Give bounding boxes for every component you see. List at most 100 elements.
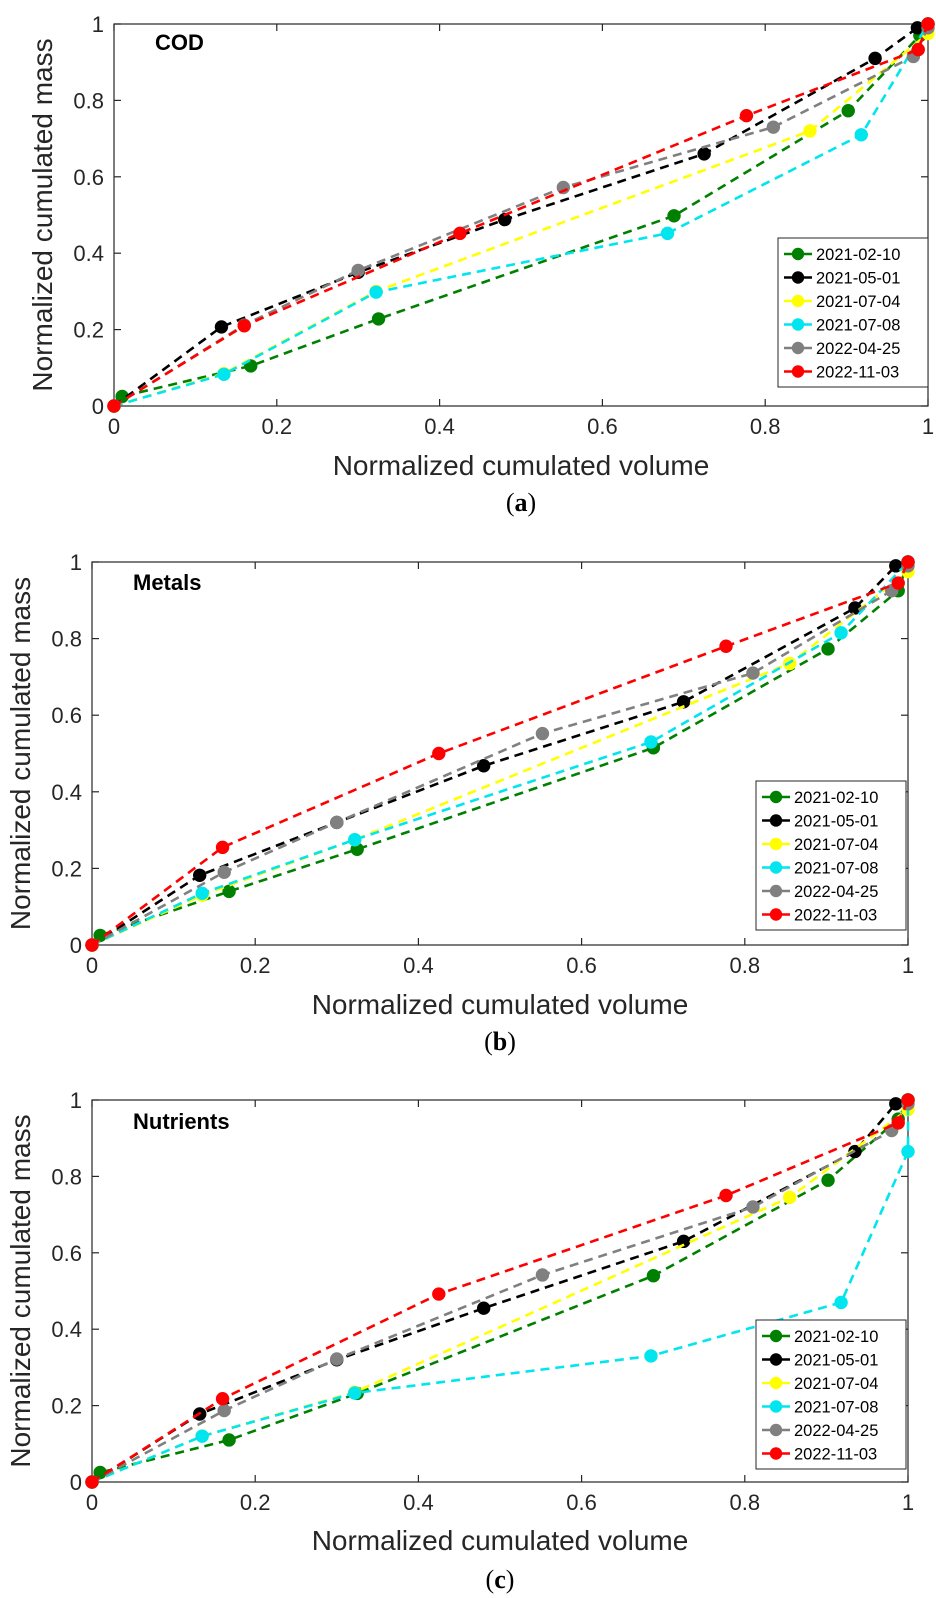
y-tick-label: 1	[92, 12, 104, 37]
y-tick-label: 0	[70, 1470, 82, 1495]
data-point	[330, 1352, 344, 1366]
legend-entry: 2021-07-08	[816, 317, 900, 335]
data-point	[535, 726, 550, 741]
data-point	[432, 746, 446, 761]
x-tick-label: 0.8	[730, 1490, 761, 1515]
x-axis-label: Normalized cumulated volume	[312, 1525, 689, 1556]
data-point	[85, 938, 99, 952]
legend-entry: 2022-04-25	[794, 1422, 878, 1440]
x-tick-label: 0.6	[566, 953, 597, 978]
legend-entry: 2022-11-03	[794, 907, 877, 925]
legend-swatch-marker	[791, 247, 805, 261]
legend-entry: 2021-02-10	[816, 246, 900, 264]
legend-entry: 2021-07-04	[794, 836, 878, 854]
y-tick-label: 0.4	[73, 241, 104, 266]
legend-swatch-marker	[769, 1353, 783, 1366]
data-point	[746, 1200, 760, 1214]
data-point	[215, 840, 230, 855]
x-tick-label: 0.4	[403, 1490, 434, 1515]
panel-title: Nutrients	[133, 1109, 230, 1134]
y-tick-label: 0.8	[51, 1164, 82, 1189]
legend-swatch-marker	[769, 1447, 783, 1460]
x-tick-label: 1	[922, 414, 934, 439]
y-tick-label: 1	[70, 1088, 82, 1113]
legend-swatch-marker	[769, 1376, 783, 1390]
y-axis-label: Normalized cumulated mass	[5, 577, 36, 930]
data-point	[535, 1268, 550, 1282]
data-point	[217, 1403, 231, 1418]
data-point	[222, 1433, 236, 1447]
data-point	[921, 17, 935, 31]
legend-entry: 2021-07-04	[794, 1375, 878, 1393]
x-tick-label: 0	[108, 414, 120, 439]
x-tick-label: 0.2	[240, 953, 271, 978]
data-point	[217, 367, 231, 381]
legend-swatch-marker	[769, 1329, 783, 1343]
panel-caption: (a)	[506, 488, 536, 517]
data-point	[432, 1287, 446, 1301]
legend-entry: 2021-02-10	[794, 1328, 878, 1346]
data-point	[719, 639, 733, 653]
legend-entry: 2021-07-04	[816, 293, 900, 311]
legend-entry: 2022-04-25	[794, 883, 878, 901]
legend-swatch-marker	[769, 908, 783, 921]
legend-entry: 2022-11-03	[816, 364, 899, 382]
series-line	[113, 23, 930, 408]
legend-swatch-marker	[791, 341, 805, 355]
y-tick-label: 0.6	[51, 703, 82, 728]
x-tick-label: 0.4	[424, 414, 455, 439]
data-point	[369, 285, 383, 299]
legend-entry: 2022-04-25	[816, 340, 900, 358]
data-point	[821, 642, 835, 656]
x-tick-label: 0.8	[730, 953, 761, 978]
x-tick-label: 0.2	[240, 1490, 271, 1515]
x-tick-label: 1	[902, 1490, 914, 1515]
data-point	[911, 42, 925, 57]
legend-entry: 2021-07-08	[794, 1399, 878, 1417]
x-tick-label: 0	[86, 1490, 98, 1515]
data-point	[901, 1093, 915, 1107]
y-tick-label: 0.8	[73, 88, 104, 113]
data-point	[889, 1097, 903, 1111]
legend-swatch-marker	[769, 1423, 783, 1437]
data-point	[667, 209, 681, 223]
series-2022-11-03	[107, 17, 935, 413]
legend-entry: 2021-07-08	[794, 860, 878, 878]
legend-swatch-marker	[769, 837, 783, 851]
legend-swatch-marker	[769, 790, 783, 804]
x-tick-label: 0.6	[587, 414, 618, 439]
data-point	[766, 120, 781, 134]
series-line	[113, 23, 930, 407]
data-point	[237, 319, 251, 333]
data-point	[214, 320, 229, 334]
data-point	[841, 104, 855, 118]
data-point	[351, 263, 365, 278]
x-tick-label: 0.2	[262, 414, 293, 439]
legend-box	[777, 237, 929, 388]
data-point	[217, 865, 231, 879]
legend-entry: 2022-11-03	[794, 1446, 877, 1464]
legend-swatch-marker	[791, 318, 805, 331]
panel-nutrients: 00 0.2 0.2 0.4 0.4 0.6 0.6 0.8 0.8 1 1 Normalized c…	[5, 1088, 915, 1594]
data-point	[697, 147, 711, 161]
data-point	[834, 626, 848, 640]
y-tick-label: 0	[92, 394, 104, 419]
x-tick-label: 0	[86, 953, 98, 978]
data-point	[646, 1269, 661, 1283]
legend: 2021-02-10 2021-05-01 2021-07-04 2021-07-08…	[755, 1319, 907, 1470]
data-point	[821, 1173, 835, 1187]
data-point	[330, 815, 344, 830]
data-point	[644, 1349, 658, 1363]
y-tick-label: 1	[70, 550, 82, 575]
legend: 2021-02-10 2021-05-01 2021-07-04 2021-07-08…	[777, 237, 929, 388]
series-line	[91, 561, 909, 947]
legend-swatch-marker	[769, 884, 783, 898]
x-tick-label: 1	[902, 953, 914, 978]
data-point	[644, 735, 658, 749]
data-point	[498, 212, 512, 227]
panel-caption: (c)	[486, 1565, 515, 1594]
y-tick-label: 0.2	[51, 856, 82, 881]
legend-entry: 2021-05-01	[816, 270, 900, 288]
data-point	[222, 884, 236, 899]
